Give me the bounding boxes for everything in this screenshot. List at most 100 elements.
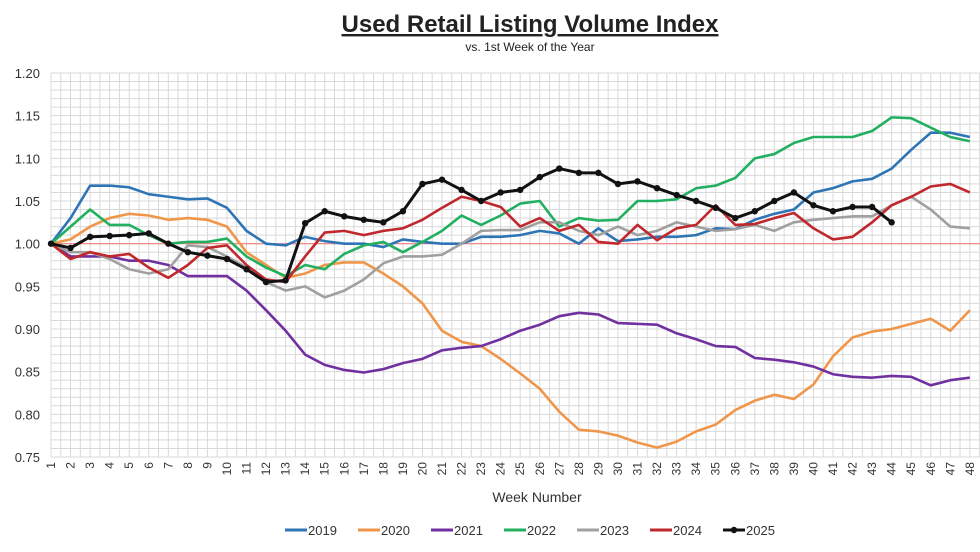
data-point [321, 208, 328, 215]
x-tick-label: 22 [455, 462, 469, 476]
x-tick-label: 41 [826, 462, 840, 476]
x-tick-label: 7 [161, 462, 175, 469]
data-point [634, 178, 641, 185]
data-point [849, 203, 856, 211]
x-tick-label: 17 [357, 462, 371, 476]
data-point [126, 231, 133, 239]
data-point [517, 186, 524, 194]
y-tick-label: 0.95 [15, 279, 40, 294]
x-tick-label: 44 [885, 462, 899, 476]
x-axis-label: Week Number [492, 489, 582, 505]
x-axis-ticks: 1 2 3 4 5 6 7 8 9 10 11 12 13 14 15 16 17 18 19 20 21 22 23 24 2… [44, 462, 977, 476]
legend-label: 2021 [454, 523, 483, 538]
legend-item-2021: 2021 [431, 523, 483, 538]
data-point [399, 208, 407, 215]
legend-marker [730, 526, 738, 534]
data-point [301, 219, 309, 227]
data-point [145, 230, 152, 237]
x-tick-label: 30 [611, 462, 625, 476]
data-point [673, 191, 680, 199]
data-point [790, 189, 798, 196]
legend-item-2024: 2024 [650, 523, 702, 538]
series-line-2022 [50, 116, 971, 278]
series-2021 [50, 242, 971, 387]
x-tick-label: 23 [474, 462, 488, 476]
series-2022 [50, 116, 971, 278]
data-point [458, 186, 465, 194]
series-group [47, 116, 971, 449]
data-point [653, 185, 661, 192]
x-tick-label: 40 [806, 462, 820, 476]
x-tick-label: 35 [709, 462, 723, 476]
data-point [47, 240, 55, 247]
x-tick-label: 19 [396, 462, 410, 476]
data-point [712, 204, 719, 212]
series-2024 [50, 182, 971, 284]
x-tick-label: 48 [963, 462, 977, 476]
x-tick-label: 39 [787, 462, 801, 476]
data-point [497, 189, 504, 196]
legend-item-2022: 2022 [504, 523, 556, 538]
x-tick-label: 31 [631, 462, 645, 476]
x-tick-label: 21 [435, 462, 449, 476]
y-tick-label: 1.20 [15, 66, 40, 81]
x-tick-label: 34 [689, 462, 703, 476]
legend-label: 2025 [746, 523, 775, 538]
data-point [341, 213, 348, 220]
data-point [438, 176, 446, 183]
x-tick-label: 25 [513, 462, 527, 476]
series-line-2021 [50, 242, 971, 387]
x-tick-label: 42 [846, 462, 860, 476]
x-tick-label: 20 [415, 462, 429, 476]
legend-item-2025: 2025 [723, 523, 775, 538]
y-tick-label: 0.85 [15, 365, 40, 380]
data-point [751, 208, 758, 215]
legend-item-2019: 2019 [285, 523, 337, 538]
data-point [165, 240, 172, 247]
data-point [360, 216, 367, 223]
data-point [732, 214, 739, 222]
legend-label: 2022 [527, 523, 556, 538]
y-axis-ticks: 1.20 1.15 1.10 1.05 1.00 0.95 0.90 0.85 0.80 0.75 [15, 66, 40, 465]
x-tick-label: 1 [44, 462, 58, 469]
x-tick-label: 9 [200, 462, 214, 469]
x-tick-label: 38 [767, 462, 781, 476]
grid [50, 72, 980, 458]
y-tick-label: 0.80 [15, 407, 40, 422]
x-tick-label: 14 [298, 462, 312, 476]
data-point [67, 244, 74, 252]
x-tick-label: 12 [259, 462, 273, 476]
x-tick-label: 33 [670, 462, 684, 476]
data-point [223, 255, 231, 263]
x-tick-label: 15 [318, 462, 332, 476]
series-line-2020 [50, 212, 971, 449]
legend-label: 2024 [673, 523, 702, 538]
x-tick-label: 6 [142, 462, 156, 469]
x-tick-label: 5 [122, 462, 136, 469]
x-tick-label: 46 [924, 462, 938, 476]
series-line-2019 [49, 131, 971, 249]
data-point [829, 208, 837, 215]
series-2025 [47, 165, 895, 286]
x-tick-label: 2 [64, 462, 78, 469]
x-tick-label: 24 [494, 462, 508, 476]
x-tick-label: 37 [748, 462, 762, 476]
x-tick-label: 45 [904, 462, 918, 476]
data-point [184, 249, 192, 256]
data-point [380, 219, 387, 226]
data-point [888, 219, 895, 226]
y-tick-label: 0.90 [15, 322, 40, 337]
series-2019 [49, 131, 971, 249]
x-tick-label: 32 [650, 462, 664, 476]
data-point [868, 203, 876, 211]
data-point [810, 202, 817, 209]
series-2023 [50, 195, 970, 299]
data-point [86, 233, 94, 241]
legend-label: 2019 [308, 523, 337, 538]
x-tick-label: 3 [83, 462, 97, 469]
legend-label: 2020 [381, 523, 410, 538]
series-line-2023 [50, 195, 970, 299]
x-tick-label: 8 [181, 462, 195, 469]
x-tick-label: 16 [337, 462, 351, 476]
